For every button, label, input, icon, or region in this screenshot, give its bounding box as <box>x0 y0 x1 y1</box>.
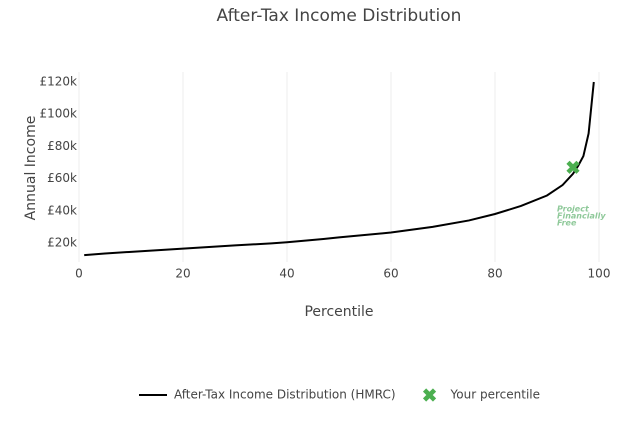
x-tick-label: 40 <box>279 267 294 281</box>
legend-swatch <box>422 388 437 402</box>
watermark: Project <box>557 205 590 214</box>
y-tick-label: £60k <box>47 171 77 185</box>
x-tick-label: 0 <box>75 267 83 281</box>
watermark: Financially <box>557 212 606 221</box>
x-tick-label: 80 <box>487 267 502 281</box>
x-axis-label: Percentile <box>304 304 373 320</box>
marker <box>566 160 580 174</box>
y-tick-label: £120k <box>40 74 78 88</box>
legend-label: After-Tax Income Distribution (HMRC) <box>174 388 396 402</box>
watermark: Free <box>557 219 577 228</box>
y-tick-label: £80k <box>47 139 77 153</box>
legend-label: Your percentile <box>450 388 540 402</box>
y-tick-label: £40k <box>47 203 77 217</box>
line <box>84 81 595 257</box>
y-tick-label: £20k <box>47 236 77 250</box>
x-tick-label: 60 <box>383 267 398 281</box>
x-tick-label: 100 <box>588 267 611 281</box>
y-tick-label: £100k <box>40 107 78 121</box>
y-axis-label: Annual Income <box>23 116 39 221</box>
chart-title: After-Tax Income Distribution <box>217 6 462 26</box>
x-tick-label: 20 <box>175 267 190 281</box>
